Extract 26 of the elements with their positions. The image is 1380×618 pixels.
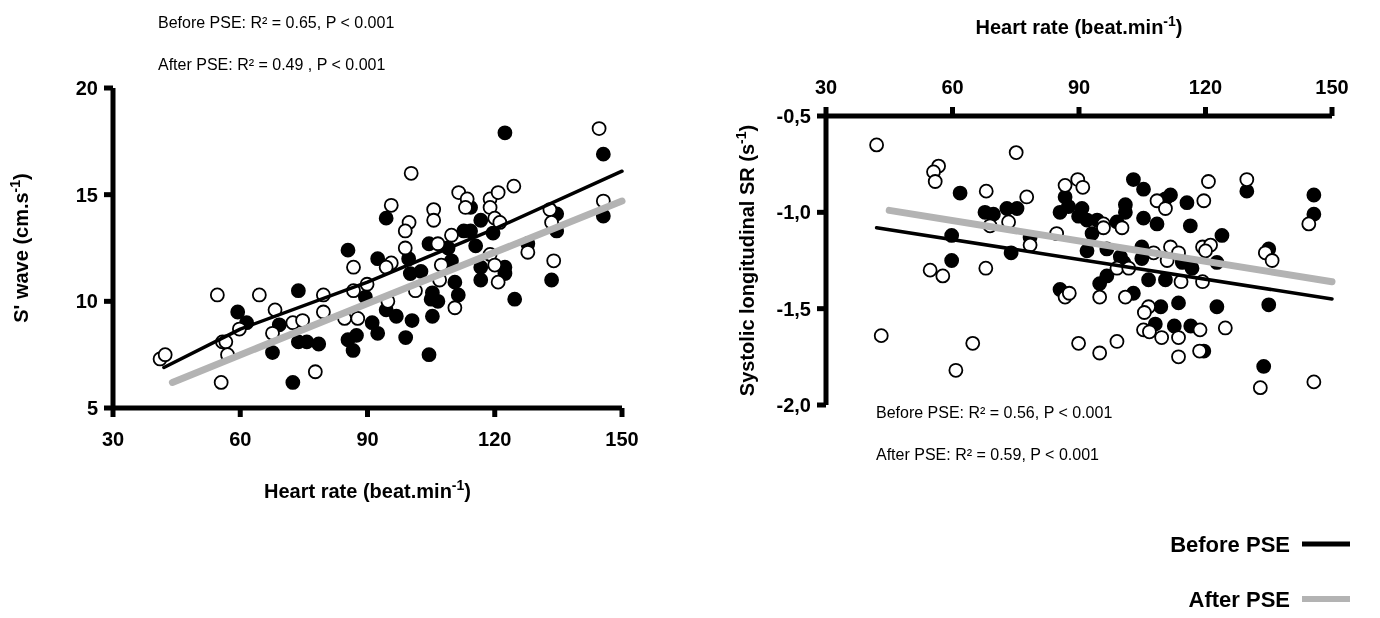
y-tick-label: -1,0 bbox=[776, 201, 811, 224]
text: After PSE: R² = 0.59, P < 0.001 bbox=[876, 446, 1100, 463]
x-tick-label: 90 bbox=[1067, 76, 1091, 98]
y-tick-label: -2,0 bbox=[776, 394, 811, 416]
y-tick-label: -0,5 bbox=[776, 105, 811, 127]
annotation: Before PSE: R² = 0.56, P < 0.001 bbox=[876, 404, 1113, 421]
legend-label: After PSE bbox=[1188, 587, 1290, 612]
y-tick-label: 10 bbox=[75, 290, 98, 313]
x-tick-label: 90 bbox=[356, 428, 379, 450]
x-tick-label: 120 bbox=[478, 428, 512, 450]
x-tick-label: 30 bbox=[814, 76, 838, 98]
legend-label: Before PSE bbox=[1170, 532, 1290, 557]
y-tick-label: 5 bbox=[86, 397, 98, 419]
x-tick-label: 60 bbox=[941, 76, 964, 98]
y-tick-label: -1,5 bbox=[776, 297, 811, 320]
x-tick-label: 150 bbox=[1315, 76, 1349, 98]
y-tick-label: 15 bbox=[75, 183, 98, 206]
x-tick-label: 30 bbox=[101, 428, 125, 450]
text: After PSE: R² = 0.49 , P < 0.001 bbox=[158, 56, 386, 73]
x-tick-label: 150 bbox=[605, 428, 639, 450]
x-tick-label: 120 bbox=[1188, 76, 1223, 98]
text: Before PSE: R² = 0.65, P < 0.001 bbox=[158, 14, 395, 31]
x-axis-title: Heart rate (beat.min$^{-1}$) bbox=[975, 13, 1183, 38]
y-tick-label: 20 bbox=[75, 77, 98, 99]
x-axis-title: Heart rate (beat.min$^{-1}$) bbox=[264, 477, 471, 502]
x-tick-label: 60 bbox=[229, 428, 252, 450]
